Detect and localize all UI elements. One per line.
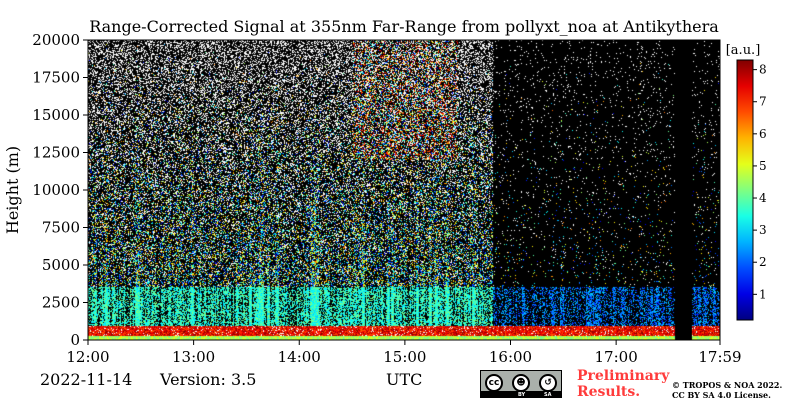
x-tick-label: 14:00 <box>278 348 321 366</box>
colorbar-tick-label: 8 <box>759 63 767 77</box>
by-label: BY <box>518 392 526 398</box>
preliminary-line-2: Results. <box>577 384 641 400</box>
sa-share-alike-icon: ↺ <box>539 374 557 392</box>
copyright-line-1: © TROPOS & NOA 2022. <box>672 380 783 390</box>
colorbar-tick-label: 6 <box>759 127 767 141</box>
y-tick-label: 15000 <box>32 106 80 124</box>
y-tick-label: 0 <box>70 331 80 349</box>
x-tick-label: 16:00 <box>489 348 532 366</box>
colorbar-tick-label: 5 <box>759 159 767 173</box>
preliminary-results-note: Preliminary Results. <box>577 368 669 400</box>
x-tick-label: 12:00 <box>66 348 109 366</box>
y-axis-label: Height (m) <box>3 146 22 234</box>
y-tick-label: 2500 <box>42 294 80 312</box>
y-tick-label: 10000 <box>32 181 80 199</box>
y-tick-label: 5000 <box>42 256 80 274</box>
colorbar-tick-label: 7 <box>759 95 767 109</box>
y-tick-label: 17500 <box>32 69 80 87</box>
x-axis-label: UTC <box>386 370 423 389</box>
colorbar-tick-label: 2 <box>759 255 767 269</box>
version-label: Version: 3.5 <box>160 370 257 389</box>
x-tick-label: 17:59 <box>698 348 741 366</box>
sa-arrow-glyph: ↺ <box>544 378 552 388</box>
chart-title: Range-Corrected Signal at 355nm Far-Rang… <box>89 17 719 36</box>
copyright-note: © TROPOS & NOA 2022. CC BY SA 4.0 Licens… <box>672 380 782 400</box>
x-tick-label: 15:00 <box>383 348 426 366</box>
badge-label-strip <box>481 391 561 397</box>
cc-license-badge[interactable]: cc ☻ ↺ BY SA <box>480 370 562 398</box>
by-person-glyph: ☻ <box>516 378 526 388</box>
colorbar <box>736 59 754 321</box>
cc-icon: cc <box>485 374 503 392</box>
copyright-line-2: CC BY SA 4.0 License. <box>672 390 771 400</box>
x-tick-label: 17:00 <box>595 348 638 366</box>
y-tick-label: 12500 <box>32 144 80 162</box>
lidar-signal-heatmap <box>88 40 720 340</box>
date-label: 2022-11-14 <box>40 370 133 389</box>
colorbar-tick-label: 3 <box>759 223 767 237</box>
colorbar-tick-label: 1 <box>759 287 767 301</box>
colorbar-tick-label: 4 <box>759 191 767 205</box>
x-tick-label: 13:00 <box>172 348 215 366</box>
preliminary-line-1: Preliminary <box>577 368 670 384</box>
colorbar-unit-label: [a.u.] <box>726 43 761 58</box>
sa-label: SA <box>544 392 552 398</box>
y-tick-label: 7500 <box>42 219 80 237</box>
by-attribution-icon: ☻ <box>512 374 530 392</box>
y-tick-label: 20000 <box>32 31 80 49</box>
